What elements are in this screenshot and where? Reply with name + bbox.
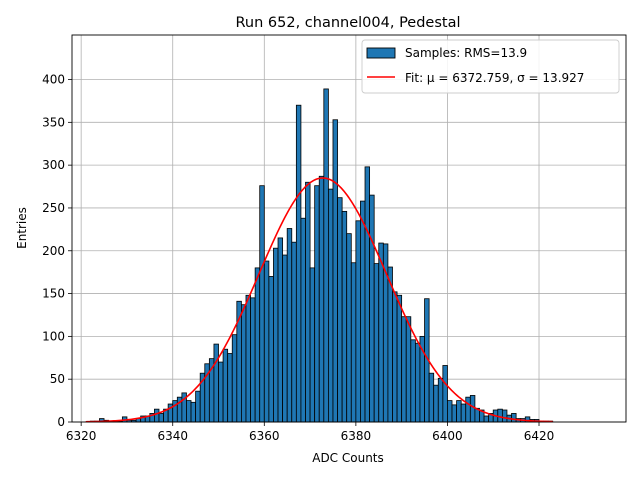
histogram-bar: [451, 404, 457, 423]
histogram-bar: [309, 267, 316, 423]
histogram-bar: [360, 200, 366, 423]
y-axis-ticks: 0 50 100 150 200 250 300 350 400: [42, 73, 72, 429]
histogram-bar: [410, 339, 416, 423]
histogram-bar: [332, 119, 338, 423]
histogram-bar: [231, 334, 238, 423]
histogram-bar: [213, 343, 219, 423]
y-tick-label: 300: [42, 158, 65, 172]
histogram-bar: [227, 353, 233, 423]
histogram-bar: [337, 197, 343, 423]
histogram-bar: [218, 361, 224, 423]
histogram-bar: [414, 342, 421, 423]
histogram-bar: [314, 185, 320, 423]
histogram-bar: [341, 210, 348, 423]
histogram-bar: [401, 316, 407, 423]
y-tick-label: 0: [57, 415, 65, 429]
histogram-bar: [318, 175, 325, 423]
histogram-bar: [305, 181, 311, 423]
x-tick-label: 6420: [524, 429, 555, 443]
y-axis-label: Entries: [15, 207, 29, 249]
legend-box: [361, 39, 620, 94]
legend-swatch-samples: [366, 47, 396, 59]
y-tick-label: 100: [42, 329, 65, 343]
histogram-bar: [277, 237, 284, 423]
histogram-bar: [263, 260, 270, 423]
y-tick-label: 350: [42, 115, 65, 129]
y-tick-label: 400: [42, 73, 65, 87]
x-tick-label: 6360: [249, 429, 280, 443]
histogram-bar: [286, 228, 293, 423]
histogram-bar: [460, 403, 467, 423]
histogram-bar: [259, 185, 265, 423]
histogram-bar: [483, 415, 490, 423]
histogram-bar: [405, 316, 412, 423]
histogram-bar: [327, 188, 334, 423]
histogram-bar: [282, 254, 288, 423]
histogram-bar: [291, 241, 297, 423]
x-tick-label: 6380: [341, 429, 372, 443]
histogram-bar: [396, 294, 403, 423]
histogram-bar: [428, 372, 435, 423]
histogram-bar: [355, 220, 361, 423]
histogram-bar: [387, 266, 393, 423]
histogram-bar: [364, 166, 371, 423]
x-axis-ticks: 6320 6340 6360 6380 6400 6420: [66, 422, 554, 443]
chart-title: Run 652, channel004, Pedestal: [235, 15, 460, 31]
histogram-bar: [154, 408, 160, 423]
histogram-bar: [433, 384, 439, 423]
histogram-bar: [190, 401, 197, 423]
histogram-bar: [350, 262, 357, 423]
x-tick-label: 6400: [432, 429, 463, 443]
histogram-bar: [186, 400, 192, 423]
legend-label-samples: Samples: RMS=13.9: [405, 46, 527, 60]
histogram-bar: [346, 233, 352, 423]
histogram-bar: [469, 395, 476, 423]
histogram-bar: [273, 247, 279, 423]
histogram-bar: [295, 104, 302, 423]
y-tick-label: 150: [42, 287, 65, 301]
histogram-bar: [437, 377, 444, 423]
histogram-bar: [254, 267, 261, 423]
histogram-bar: [497, 408, 503, 423]
histogram-bar: [250, 297, 256, 423]
x-axis-label: ADC Counts: [312, 451, 384, 465]
histogram-bar: [373, 263, 380, 423]
x-tick-label: 6340: [157, 429, 188, 443]
histogram-bar: [442, 365, 448, 423]
y-tick-label: 50: [50, 372, 65, 386]
y-tick-label: 250: [42, 201, 65, 215]
histogram-bar: [511, 413, 517, 423]
legend: Samples: RMS=13.9 Fit: μ = 6372.759, σ =…: [361, 39, 620, 94]
histogram-bar: [369, 194, 375, 423]
histogram-bar: [456, 400, 462, 423]
histogram-bar: [245, 294, 251, 423]
histogram-bar: [465, 396, 471, 423]
x-tick-label: 6320: [66, 429, 97, 443]
histogram-bar: [195, 390, 201, 423]
gaussian-fit-curve: [85, 177, 553, 423]
histogram-bar: [378, 242, 384, 423]
plot-frame: [71, 34, 627, 423]
legend-label-fit: Fit: μ = 6372.759, σ = 13.927: [405, 71, 584, 85]
y-tick-label: 200: [42, 244, 65, 258]
histogram-bar: [241, 304, 247, 423]
histogram-bar: [323, 88, 329, 423]
histogram-bar: [447, 400, 453, 423]
histogram-bar: [501, 409, 508, 423]
histogram-bar: [158, 413, 164, 423]
histogram-bar: [268, 276, 274, 423]
histogram-bar: [392, 291, 398, 423]
histogram-bar: [300, 217, 306, 423]
histogram-bar: [222, 348, 229, 423]
